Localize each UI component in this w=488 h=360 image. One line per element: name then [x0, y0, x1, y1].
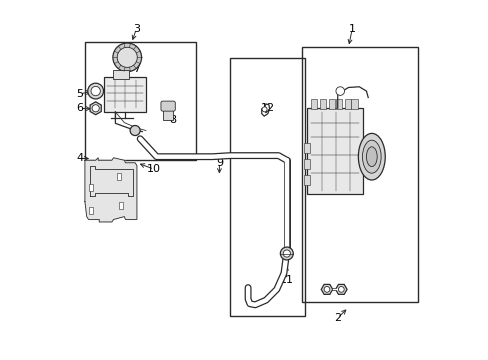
Bar	[351, 99, 357, 109]
Circle shape	[262, 107, 266, 112]
Text: 5: 5	[76, 89, 83, 99]
Text: 3: 3	[132, 24, 140, 35]
Polygon shape	[335, 284, 346, 294]
Text: 1: 1	[348, 24, 355, 35]
Ellipse shape	[362, 140, 380, 173]
Bar	[303, 143, 309, 153]
Polygon shape	[90, 102, 101, 115]
Circle shape	[130, 126, 140, 135]
Circle shape	[335, 87, 344, 95]
Text: 7: 7	[133, 64, 140, 74]
Text: 8: 8	[169, 115, 176, 125]
Bar	[230, 58, 305, 316]
Bar	[306, 108, 362, 194]
Text: 9: 9	[215, 158, 223, 168]
Polygon shape	[321, 284, 332, 294]
Bar	[344, 99, 351, 109]
Circle shape	[324, 287, 329, 292]
Text: 11: 11	[279, 275, 293, 285]
Ellipse shape	[366, 147, 376, 167]
Bar	[163, 103, 173, 120]
Circle shape	[117, 47, 137, 67]
Bar	[89, 184, 93, 191]
Bar	[328, 99, 335, 109]
Bar	[117, 173, 121, 180]
Bar	[89, 207, 93, 214]
Bar	[319, 99, 325, 109]
Text: 4: 4	[77, 153, 83, 163]
Circle shape	[92, 105, 99, 112]
Text: 2: 2	[333, 313, 341, 323]
Circle shape	[338, 287, 344, 292]
Polygon shape	[85, 158, 137, 222]
Bar	[113, 69, 129, 78]
Bar	[104, 77, 146, 112]
Bar	[335, 99, 342, 109]
Text: 12: 12	[260, 103, 274, 113]
Circle shape	[91, 86, 100, 96]
Circle shape	[88, 83, 103, 99]
Text: 10: 10	[147, 164, 161, 174]
Bar	[119, 202, 122, 209]
Bar	[85, 42, 196, 160]
Bar	[303, 159, 309, 169]
Circle shape	[280, 247, 293, 260]
Circle shape	[113, 43, 142, 72]
Bar	[303, 175, 309, 185]
Ellipse shape	[358, 134, 385, 180]
Circle shape	[283, 250, 290, 257]
FancyBboxPatch shape	[161, 101, 175, 111]
Bar	[301, 47, 418, 302]
Text: 6: 6	[76, 103, 83, 113]
Bar	[310, 99, 317, 109]
